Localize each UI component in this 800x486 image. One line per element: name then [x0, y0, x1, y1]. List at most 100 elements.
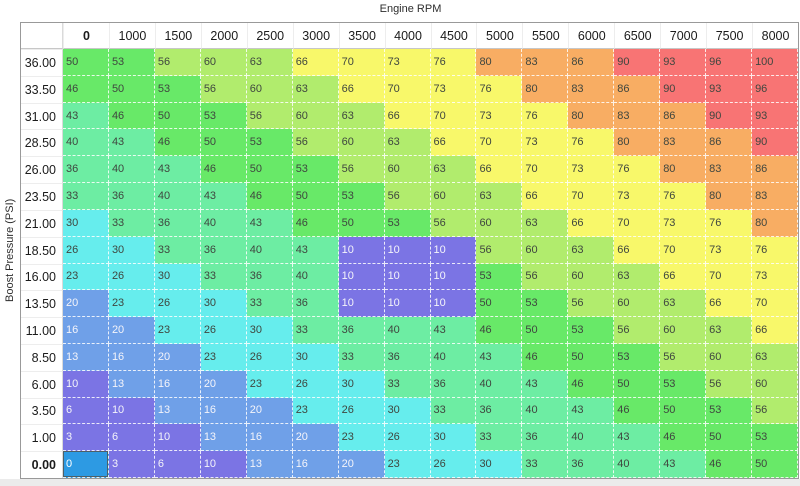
table-cell[interactable]: 16 [108, 343, 155, 371]
table-cell[interactable]: 83 [522, 49, 569, 76]
table-cell[interactable]: 43 [522, 370, 569, 398]
table-cell[interactable]: 90 [752, 129, 798, 157]
table-cell[interactable]: 63 [338, 102, 385, 130]
table-cell[interactable]: 76 [752, 236, 798, 264]
table-cell[interactable]: 86 [614, 75, 661, 103]
table-cell[interactable]: 26 [154, 290, 201, 318]
table-cell[interactable]: 46 [246, 183, 293, 210]
table-cell[interactable]: 46 [522, 343, 569, 371]
table-cell[interactable]: 50 [154, 102, 201, 130]
table-cell[interactable]: 63 [660, 290, 707, 318]
table-cell[interactable]: 86 [752, 156, 798, 184]
table-cell[interactable]: 80 [476, 49, 523, 76]
row-header-3.50[interactable]: 3.50 [21, 397, 63, 425]
table-cell[interactable]: 66 [384, 102, 431, 130]
row-header-28.50[interactable]: 28.50 [21, 129, 63, 157]
table-cell[interactable]: 66 [430, 129, 477, 157]
column-header-8000[interactable]: 8000 [752, 23, 798, 49]
table-cell[interactable]: 73 [430, 75, 477, 103]
table-cell[interactable]: 76 [614, 156, 661, 184]
table-cell[interactable]: 93 [660, 49, 707, 76]
table-cell[interactable]: 83 [614, 102, 661, 130]
table-cell[interactable]: 33 [246, 290, 293, 318]
table-cell[interactable]: 56 [568, 290, 615, 318]
table-cell[interactable]: 33 [108, 209, 155, 237]
table-cell[interactable]: 33 [338, 343, 385, 371]
table-cell[interactable]: 26 [338, 397, 385, 425]
table-cell[interactable]: 53 [522, 290, 569, 318]
table-cell[interactable]: 36 [384, 343, 431, 371]
table-cell[interactable]: 93 [752, 102, 798, 130]
table-cell[interactable]: 70 [752, 290, 798, 318]
table-cell[interactable]: 43 [108, 129, 155, 157]
table-cell[interactable]: 40 [200, 209, 247, 237]
table-cell[interactable]: 56 [292, 129, 339, 157]
table-cell[interactable]: 66 [522, 183, 569, 210]
table-cell[interactable]: 30 [384, 397, 431, 425]
table-cell[interactable]: 16 [200, 397, 247, 425]
table-cell[interactable]: 26 [108, 263, 155, 291]
table-cell[interactable]: 70 [476, 129, 523, 157]
table-cell[interactable]: 50 [292, 183, 339, 210]
table-cell[interactable]: 60 [660, 317, 707, 344]
table-cell[interactable]: 80 [522, 75, 569, 103]
table-cell[interactable]: 36 [476, 397, 523, 425]
table-cell[interactable]: 76 [568, 129, 615, 157]
table-cell[interactable]: 40 [476, 370, 523, 398]
table-cell[interactable]: 76 [476, 75, 523, 103]
table-cell[interactable]: 13 [63, 343, 109, 371]
row-header-31.00[interactable]: 31.00 [21, 102, 63, 130]
table-cell[interactable]: 20 [200, 370, 247, 398]
table-cell[interactable]: 66 [338, 75, 385, 103]
table-cell[interactable]: 56 [154, 49, 201, 76]
table-cell[interactable]: 46 [706, 451, 753, 478]
table-cell[interactable]: 80 [660, 156, 707, 184]
column-header-4000[interactable]: 4000 [384, 23, 431, 49]
table-cell[interactable]: 73 [384, 49, 431, 76]
row-header-11.00[interactable]: 11.00 [21, 317, 63, 344]
table-cell[interactable]: 10 [430, 263, 477, 291]
table-cell[interactable]: 53 [706, 397, 753, 425]
table-cell[interactable]: 30 [200, 290, 247, 318]
table-cell[interactable]: 43 [476, 343, 523, 371]
table-cell[interactable]: 70 [384, 75, 431, 103]
table-cell[interactable]: 26 [430, 451, 477, 478]
table-cell[interactable]: 10 [338, 263, 385, 291]
table-cell[interactable]: 23 [108, 290, 155, 318]
table-cell[interactable]: 56 [476, 236, 523, 264]
table-cell[interactable]: 36 [568, 451, 615, 478]
table-cell[interactable]: 23 [200, 343, 247, 371]
table-cell[interactable]: 73 [522, 129, 569, 157]
table-cell[interactable]: 50 [200, 129, 247, 157]
table-cell[interactable]: 46 [154, 129, 201, 157]
column-header-0[interactable]: 0 [63, 23, 109, 49]
table-cell[interactable]: 66 [614, 236, 661, 264]
table-cell[interactable]: 20 [292, 424, 339, 452]
table-cell[interactable]: 40 [568, 424, 615, 452]
column-header-3000[interactable]: 3000 [292, 23, 339, 49]
table-cell[interactable]: 56 [522, 263, 569, 291]
table-cell[interactable]: 70 [706, 263, 753, 291]
table-cell[interactable]: 16 [292, 451, 339, 478]
table-cell[interactable]: 96 [706, 49, 753, 76]
table-cell[interactable]: 46 [292, 209, 339, 237]
table-cell[interactable]: 73 [752, 263, 798, 291]
table-cell[interactable]: 10 [338, 236, 385, 264]
table-cell[interactable]: 20 [63, 290, 109, 318]
table-cell[interactable]: 63 [246, 49, 293, 76]
column-header-1500[interactable]: 1500 [154, 23, 201, 49]
table-cell[interactable]: 56 [200, 75, 247, 103]
table-cell[interactable]: 96 [752, 75, 798, 103]
table-cell[interactable]: 70 [660, 236, 707, 264]
table-cell[interactable]: 53 [476, 263, 523, 291]
table-cell[interactable]: 36 [200, 236, 247, 264]
table-cell[interactable]: 30 [246, 317, 293, 344]
table-cell[interactable]: 83 [660, 129, 707, 157]
table-cell[interactable]: 50 [108, 75, 155, 103]
table-cell[interactable]: 46 [568, 370, 615, 398]
table-cell[interactable]: 50 [246, 156, 293, 184]
table-cell[interactable]: 10 [384, 263, 431, 291]
table-cell[interactable]: 6 [63, 397, 109, 425]
table-cell[interactable]: 30 [154, 263, 201, 291]
table-cell[interactable]: 23 [384, 451, 431, 478]
